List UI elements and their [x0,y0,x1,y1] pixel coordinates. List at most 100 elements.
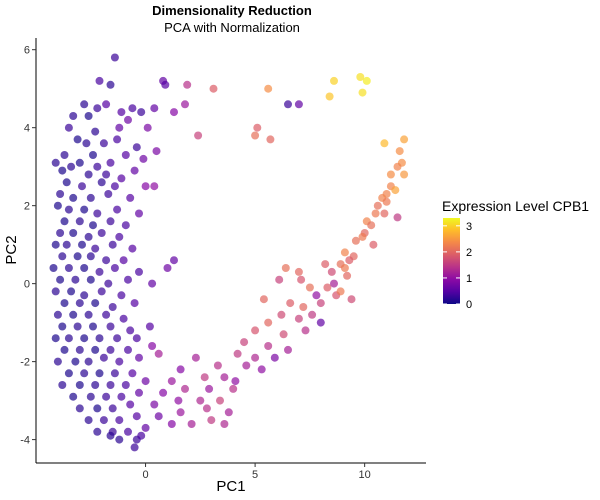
data-point [209,84,218,93]
data-point [51,240,60,249]
data-point [75,345,84,354]
data-point [62,240,71,249]
data-point [132,412,141,421]
x-tick-label: 10 [359,469,371,481]
data-point [380,139,389,148]
data-point [150,400,159,409]
data-point [99,139,108,148]
data-point [294,100,303,109]
data-point [86,392,95,401]
data-point [294,314,303,323]
data-point [224,408,233,417]
data-point [148,279,157,288]
data-point [367,221,376,230]
data-point [86,252,95,261]
data-point [86,193,95,202]
data-point [229,384,238,393]
data-point [91,381,100,389]
data-point [78,182,86,191]
data-point [150,182,159,191]
data-point [67,287,76,296]
data-point [242,361,251,370]
data-point [91,244,100,253]
data-point [93,404,102,413]
data-point [279,330,288,339]
data-point [69,193,78,202]
data-point [58,322,67,331]
data-point [102,170,111,179]
data-point [60,217,69,226]
x-tick-label: 0 [142,469,148,481]
data-point [102,310,111,319]
data-point [80,264,89,272]
data-point [95,369,104,378]
data-point [86,275,95,284]
data-point [106,431,115,440]
data-point [163,264,172,272]
data-point [305,283,314,292]
data-point [257,365,266,374]
data-point [80,205,89,214]
data-point [64,205,73,214]
data-point [150,104,159,113]
data-point [126,400,135,409]
data-point [84,310,93,319]
data-point [62,178,71,187]
data-point [64,334,73,343]
data-point [141,423,150,432]
data-point [58,252,67,261]
data-point [141,377,150,386]
data-point [132,143,141,152]
data-point [194,131,203,140]
data-point [110,264,119,272]
data-point [124,115,132,124]
data-point [395,147,404,156]
data-point [135,209,143,218]
data-point [251,326,260,335]
data-point [251,353,260,362]
data-point [64,123,73,132]
data-point [135,388,143,397]
data-point [181,100,189,109]
colorbar-tick-label: 3 [466,221,472,233]
y-tick-label: 4 [24,123,30,135]
data-points [49,53,409,452]
y-axis-title: PC2 [3,235,20,264]
y-tick-label: -4 [20,435,30,447]
data-point [60,345,69,354]
data-point [124,427,132,436]
data-point [200,373,209,382]
data-point [154,349,163,358]
data-point [106,345,115,354]
data-point [369,240,378,249]
data-point [205,384,214,393]
data-point [316,318,325,327]
data-point [119,314,128,323]
data-point [115,123,124,132]
data-point [400,170,409,179]
data-point [67,162,76,171]
data-point [91,345,100,354]
data-point [281,264,290,272]
data-point [69,310,78,319]
data-point [84,112,93,120]
data-point [161,80,170,89]
data-point [358,88,367,97]
colorbar-ticks: 0 1 2 3 [443,221,472,311]
data-point [106,158,115,167]
data-point [75,381,84,389]
data-point [358,232,367,241]
data-point [113,135,122,144]
data-point [117,174,126,183]
data-point [231,377,240,386]
data-point [102,392,111,401]
data-point [391,186,400,195]
data-point [356,73,365,81]
data-point [159,388,168,397]
data-point [130,443,139,452]
data-point [196,396,205,405]
data-point [106,80,115,89]
data-point [330,76,338,85]
data-point [284,345,292,354]
